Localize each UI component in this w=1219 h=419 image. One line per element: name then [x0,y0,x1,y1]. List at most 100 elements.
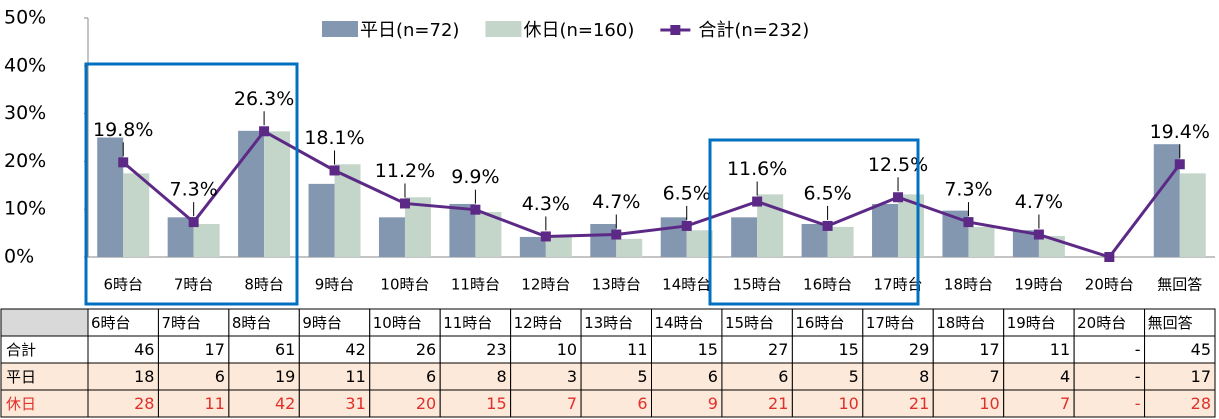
table-header: 8時台 [232,314,272,332]
bar [238,130,265,257]
table-value: 15 [486,394,506,413]
table-cell [369,362,441,391]
marker [1033,229,1044,240]
table-value: 15 [698,340,718,359]
x-tick-label: 17時台 [873,276,922,294]
table-cell [87,308,159,337]
highlight-box [84,62,299,306]
x-tick-label: 7時台 [174,276,214,294]
table-value: 8 [919,367,929,386]
table-cell [439,308,512,337]
table-value: 15 [838,340,858,359]
table-cell [157,362,230,391]
table-cell [228,362,300,391]
table-cell [157,335,230,364]
table-cell [0,308,89,337]
table-header: 13時台 [584,314,633,332]
x-tick-label: 無回答 [1157,276,1202,294]
table-cell [0,389,89,418]
x-tick-label: 8時台 [244,276,284,294]
table-value: 23 [486,340,506,359]
bar [264,131,291,257]
table-cell [580,335,652,364]
data-label: 4.7% [1015,191,1063,213]
table-value: 28 [1191,394,1211,413]
table-value: 6 [708,367,718,386]
marker [893,192,904,203]
table-cell [580,362,652,391]
table-value: 46 [134,340,154,359]
bar [686,230,713,257]
x-tick-label: 13時台 [592,276,641,294]
data-label: 19.4% [1150,121,1210,143]
table-cell [298,389,371,418]
table-value: 31 [345,394,365,413]
x-tick-label: 14時台 [662,276,711,294]
table-cell [439,335,512,364]
table-value: 42 [345,340,365,359]
data-label: 11.2% [375,160,435,182]
table-header: 14時台 [655,314,704,332]
marker [963,217,974,228]
x-tick-label: 11時台 [451,276,500,294]
y-tick-label: 0% [4,246,34,268]
table-cell [1073,362,1146,391]
table-value: 17 [979,340,999,359]
legend-label: 平日(n=72) [360,20,459,41]
bar [731,217,758,257]
row-label: 休日 [6,395,36,413]
bar [519,236,546,257]
x-tick-label: 19時台 [1014,276,1063,294]
table-header: 10時台 [373,314,422,332]
table-header: 18時台 [936,314,985,332]
data-label: 11.6% [727,158,787,180]
x-tick-label: 18時台 [944,276,993,294]
table-cell [1144,308,1216,337]
table-value: 20 [416,394,436,413]
table-cell [298,362,371,391]
marker [1174,159,1185,170]
table-value: 6 [778,367,788,386]
table-value: 18 [134,367,154,386]
data-label: 7.3% [944,179,992,201]
table-cell [369,308,441,337]
table-cell [1003,308,1075,337]
bar [1179,173,1206,257]
table-value: 6 [426,367,436,386]
table-cell [1073,335,1146,364]
data-label: 19.8% [93,119,153,141]
table-header: 20時台 [1077,314,1126,332]
x-tick-label: 15時台 [733,276,782,294]
table-value: 61 [275,340,295,359]
table-cell [932,335,1005,364]
table-cell [1073,389,1146,418]
table-value: 21 [909,394,929,413]
marker [540,231,551,242]
table-cell [791,389,864,418]
marker [470,204,481,215]
legend-swatch [485,21,522,37]
marker [822,220,833,231]
table-cell [1003,335,1075,364]
bar [545,235,572,257]
bar [872,203,899,257]
marker [399,198,410,209]
bar [616,238,643,257]
bar [590,224,617,257]
table-value: 10 [838,394,858,413]
table-cell [0,362,89,391]
bar [827,226,854,257]
data-label: 6.5% [803,182,851,204]
bar [378,217,405,257]
marker [118,157,129,168]
marker [681,220,692,231]
x-tick-label: 16時台 [803,276,852,294]
table-value: 11 [345,367,365,386]
x-tick-label: 10時台 [380,276,429,294]
table-cell [721,362,793,391]
table-value: 7 [990,367,1000,386]
table-cell [862,335,934,364]
table-value: 17 [1191,367,1211,386]
table-cell [651,389,723,418]
